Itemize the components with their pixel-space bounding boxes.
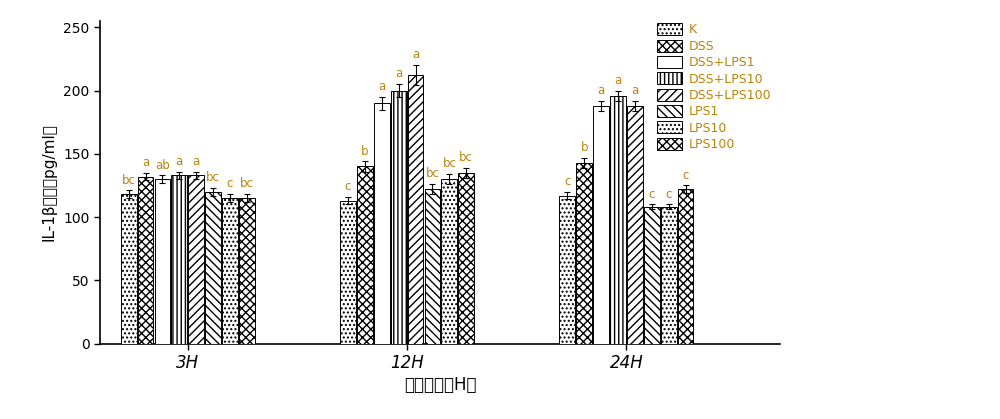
Text: c: c (345, 180, 351, 193)
Y-axis label: IL-1β浓度（pg/ml）: IL-1β浓度（pg/ml） (41, 123, 56, 241)
Bar (458, 173, 474, 344)
Bar (408, 75, 423, 344)
Bar (155, 179, 170, 344)
Text: a: a (176, 155, 183, 168)
Bar (222, 198, 238, 344)
Bar (610, 96, 626, 344)
Bar (627, 106, 643, 344)
Bar (644, 207, 660, 344)
Bar (559, 196, 575, 344)
Text: b: b (361, 145, 369, 158)
Text: c: c (682, 168, 689, 181)
Bar (239, 198, 255, 344)
Bar (374, 103, 390, 344)
Bar (441, 179, 457, 344)
Text: c: c (227, 178, 233, 191)
Bar (138, 176, 153, 344)
Bar (391, 91, 407, 344)
Bar (121, 194, 137, 344)
Bar (340, 201, 356, 344)
Bar (661, 207, 677, 344)
Text: bc: bc (459, 151, 473, 164)
Bar (205, 192, 221, 344)
Text: c: c (564, 175, 571, 188)
Text: bc: bc (122, 174, 136, 187)
Text: a: a (412, 49, 419, 62)
Text: bc: bc (206, 171, 220, 184)
Text: a: a (193, 155, 200, 168)
Text: a: a (142, 156, 149, 169)
X-axis label: 刺激时间（H）: 刺激时间（H） (404, 376, 476, 394)
Bar (357, 166, 373, 344)
Text: b: b (580, 141, 588, 154)
Text: c: c (665, 188, 672, 201)
Text: a: a (395, 67, 402, 80)
Text: a: a (614, 74, 622, 87)
Text: bc: bc (442, 157, 456, 170)
Bar (425, 189, 440, 344)
Bar (678, 189, 693, 344)
Text: a: a (631, 84, 639, 97)
Bar (576, 163, 592, 344)
Text: ab: ab (155, 158, 170, 171)
Text: bc: bc (425, 167, 439, 180)
Text: c: c (649, 188, 655, 201)
Text: bc: bc (240, 178, 254, 191)
Bar (171, 175, 187, 344)
Text: a: a (378, 80, 385, 93)
Bar (188, 175, 204, 344)
Legend: K, DSS, DSS+LPS1, DSS+LPS10, DSS+LPS100, LPS1, LPS10, LPS100: K, DSS, DSS+LPS1, DSS+LPS10, DSS+LPS100,… (655, 21, 774, 154)
Text: a: a (597, 84, 605, 97)
Bar (593, 106, 609, 344)
